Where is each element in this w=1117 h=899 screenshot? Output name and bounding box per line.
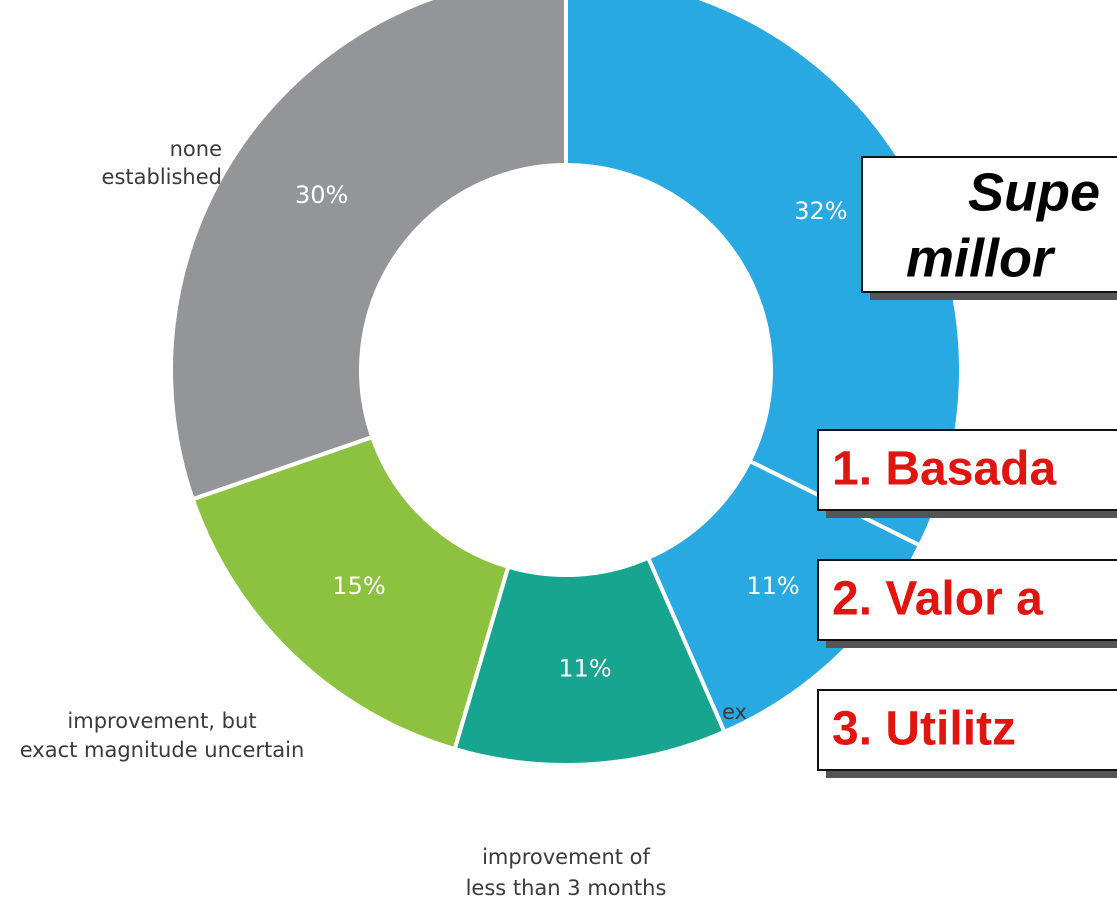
category-label: ex xyxy=(722,700,747,724)
category-label: less than 3 months xyxy=(466,876,667,899)
item-box xyxy=(817,689,1117,771)
value-label: 11% xyxy=(558,654,611,682)
value-label: 30% xyxy=(295,181,348,209)
category-label: exact magnitude uncertain xyxy=(20,738,305,762)
donut-segment xyxy=(452,555,728,767)
value-label: 15% xyxy=(332,572,385,600)
heading-text: millor xyxy=(906,228,1056,288)
heading-text: Supe xyxy=(968,162,1100,222)
category-label: none xyxy=(170,137,222,161)
item-text: 1. Basada xyxy=(832,443,1056,496)
category-label: established xyxy=(102,165,222,189)
donut-segment xyxy=(190,434,511,752)
item-text: 2. Valor a xyxy=(832,573,1043,626)
value-label: 11% xyxy=(746,572,799,600)
item-box xyxy=(817,559,1117,641)
donut xyxy=(169,0,963,767)
category-label: improvement of xyxy=(482,845,650,869)
donut-segment xyxy=(169,0,568,502)
category-label: improvement, but xyxy=(67,709,256,733)
value-label: 32% xyxy=(794,197,847,225)
item-box xyxy=(817,429,1117,511)
heading-box xyxy=(861,156,1117,293)
item-text: 3. Utilitz xyxy=(832,703,1016,756)
